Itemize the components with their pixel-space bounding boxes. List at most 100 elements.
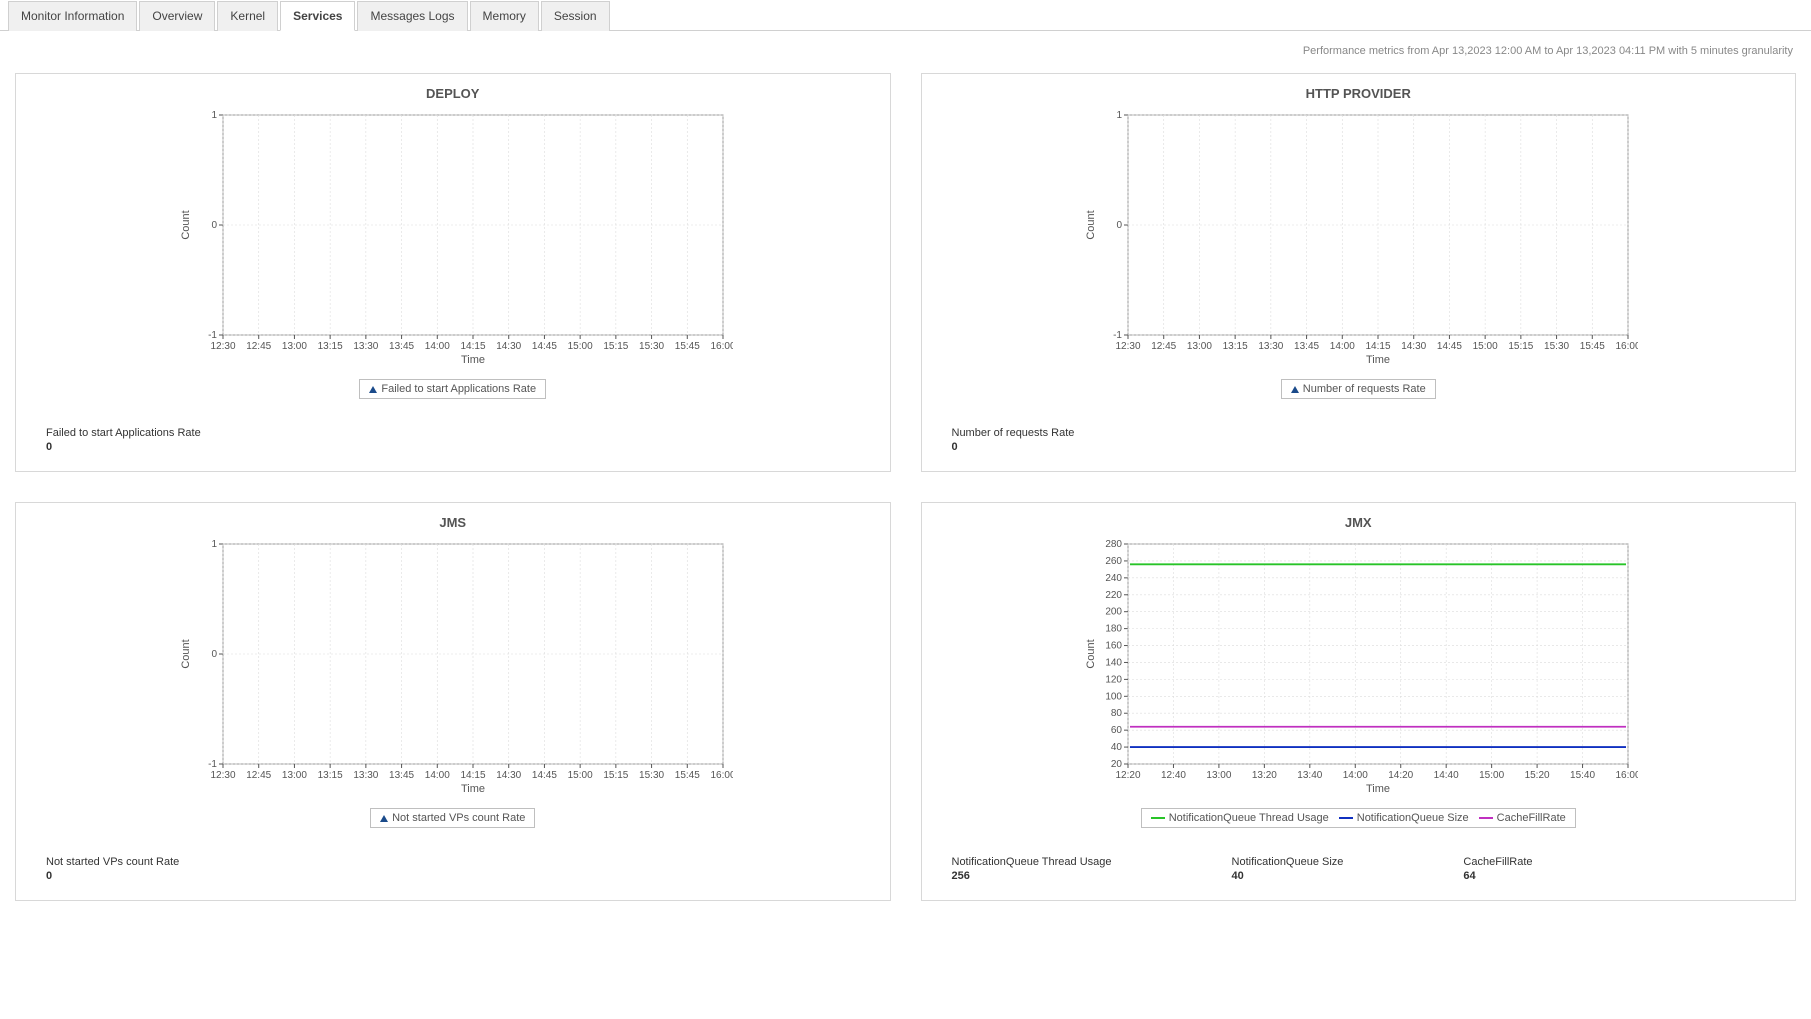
svg-text:80: 80: [1111, 708, 1123, 719]
tab-kernel[interactable]: Kernel: [217, 1, 278, 31]
svg-text:14:15: 14:15: [1366, 341, 1391, 352]
svg-text:16:00: 16:00: [1616, 770, 1639, 781]
metric-block: Number of requests Rate 0: [952, 427, 1075, 453]
metric-label: Failed to start Applications Rate: [46, 427, 201, 439]
metric-label: CacheFillRate: [1463, 856, 1532, 868]
svg-text:15:15: 15:15: [603, 770, 628, 781]
svg-text:14:00: 14:00: [425, 770, 450, 781]
svg-text:15:45: 15:45: [675, 770, 700, 781]
chart-title: DEPLOY: [40, 86, 866, 101]
svg-text:12:20: 12:20: [1116, 770, 1141, 781]
chart-title: HTTP PROVIDER: [946, 86, 1772, 101]
svg-text:14:20: 14:20: [1388, 770, 1413, 781]
svg-text:0: 0: [211, 649, 217, 660]
svg-text:13:00: 13:00: [282, 341, 307, 352]
metrics-http: Number of requests Rate 0: [946, 427, 1772, 453]
svg-text:16:00: 16:00: [710, 341, 733, 352]
chart-svg: -10112:3012:4513:0013:1513:3013:4514:001…: [1078, 109, 1638, 369]
legend-label: NotificationQueue Size: [1357, 812, 1469, 824]
legend-item: NotificationQueue Size: [1339, 812, 1469, 824]
tab-bar: Monitor InformationOverviewKernelService…: [0, 0, 1811, 31]
legend-swatch: [1479, 817, 1493, 819]
svg-text:0: 0: [1117, 220, 1123, 231]
svg-text:13:15: 13:15: [1223, 341, 1248, 352]
metric-value: 0: [46, 870, 179, 882]
svg-text:Time: Time: [461, 783, 485, 795]
svg-text:13:00: 13:00: [1187, 341, 1212, 352]
svg-text:14:30: 14:30: [496, 341, 521, 352]
svg-text:12:45: 12:45: [246, 341, 271, 352]
panel-deploy: DEPLOY -10112:3012:4513:0013:1513:3013:4…: [15, 73, 891, 472]
svg-text:-1: -1: [1113, 330, 1122, 341]
svg-text:20: 20: [1111, 759, 1123, 770]
performance-info: Performance metrics from Apr 13,2023 12:…: [0, 31, 1811, 63]
svg-text:-1: -1: [208, 759, 217, 770]
svg-text:14:00: 14:00: [425, 341, 450, 352]
svg-text:140: 140: [1106, 657, 1123, 668]
svg-text:15:15: 15:15: [1509, 341, 1534, 352]
legend-jmx: NotificationQueue Thread UsageNotificati…: [946, 808, 1772, 828]
svg-text:14:45: 14:45: [532, 341, 557, 352]
svg-text:15:20: 15:20: [1525, 770, 1550, 781]
svg-text:14:45: 14:45: [1437, 341, 1462, 352]
svg-text:15:00: 15:00: [1479, 770, 1504, 781]
svg-text:12:45: 12:45: [246, 770, 271, 781]
tab-overview[interactable]: Overview: [139, 1, 215, 31]
metrics-jms: Not started VPs count Rate0: [40, 856, 866, 882]
legend-label: Number of requests Rate: [1303, 383, 1426, 395]
metric-block: Not started VPs count Rate0: [46, 856, 179, 882]
chart-grid: DEPLOY -10112:3012:4513:0013:1513:3013:4…: [0, 63, 1811, 921]
legend-jms: Not started VPs count Rate: [40, 808, 866, 828]
svg-text:Count: Count: [180, 210, 192, 239]
svg-text:16:00: 16:00: [1616, 341, 1639, 352]
svg-text:16:00: 16:00: [710, 770, 733, 781]
svg-text:14:00: 14:00: [1343, 770, 1368, 781]
metric-label: NotificationQueue Thread Usage: [952, 856, 1112, 868]
tab-messages-logs[interactable]: Messages Logs: [357, 1, 467, 31]
chart-jms: -10112:3012:4513:0013:1513:3013:4514:001…: [40, 538, 866, 798]
legend-swatch: [1151, 817, 1165, 819]
legend-swatch: [1291, 386, 1299, 393]
tab-memory[interactable]: Memory: [470, 1, 539, 31]
panel-http: HTTP PROVIDER -10112:3012:4513:0013:1513…: [921, 73, 1797, 472]
svg-text:-1: -1: [208, 330, 217, 341]
tab-monitor-information[interactable]: Monitor Information: [8, 1, 137, 31]
svg-text:280: 280: [1106, 539, 1123, 550]
svg-text:100: 100: [1106, 691, 1123, 702]
metric-label: Number of requests Rate: [952, 427, 1075, 439]
legend-deploy: Failed to start Applications Rate: [40, 379, 866, 399]
chart-jmx: 2040608010012014016018020022024026028012…: [946, 538, 1772, 798]
legend-swatch: [380, 815, 388, 822]
legend-item: Number of requests Rate: [1291, 383, 1426, 395]
metric-value: 0: [952, 441, 1075, 453]
metric-value: 64: [1463, 870, 1532, 882]
svg-text:13:00: 13:00: [1207, 770, 1232, 781]
svg-text:14:00: 14:00: [1330, 341, 1355, 352]
svg-text:13:30: 13:30: [353, 341, 378, 352]
chart-deploy: -10112:3012:4513:0013:1513:3013:4514:001…: [40, 109, 866, 369]
tab-services[interactable]: Services: [280, 1, 355, 31]
metric-block: Failed to start Applications Rate 0: [46, 427, 201, 453]
legend-box: Not started VPs count Rate: [370, 808, 535, 828]
svg-text:13:30: 13:30: [353, 770, 378, 781]
svg-text:15:30: 15:30: [639, 770, 664, 781]
metric-value: 40: [1232, 870, 1344, 882]
svg-text:15:00: 15:00: [567, 341, 592, 352]
svg-text:1: 1: [211, 110, 217, 121]
svg-text:15:45: 15:45: [675, 341, 700, 352]
svg-text:15:15: 15:15: [603, 341, 628, 352]
svg-text:220: 220: [1106, 590, 1123, 601]
metric-value: 0: [46, 441, 201, 453]
svg-text:Time: Time: [1366, 354, 1390, 366]
svg-text:15:40: 15:40: [1570, 770, 1595, 781]
legend-item: CacheFillRate: [1479, 812, 1566, 824]
svg-text:0: 0: [211, 220, 217, 231]
metrics-deploy: Failed to start Applications Rate 0: [40, 427, 866, 453]
panel-jmx: JMX 204060801001201401601802002202402602…: [921, 502, 1797, 901]
svg-text:180: 180: [1106, 624, 1123, 635]
svg-text:14:15: 14:15: [460, 341, 485, 352]
metric-value: 256: [952, 870, 1112, 882]
legend-label: Not started VPs count Rate: [392, 812, 525, 824]
legend-box: Failed to start Applications Rate: [359, 379, 546, 399]
tab-session[interactable]: Session: [541, 1, 610, 31]
